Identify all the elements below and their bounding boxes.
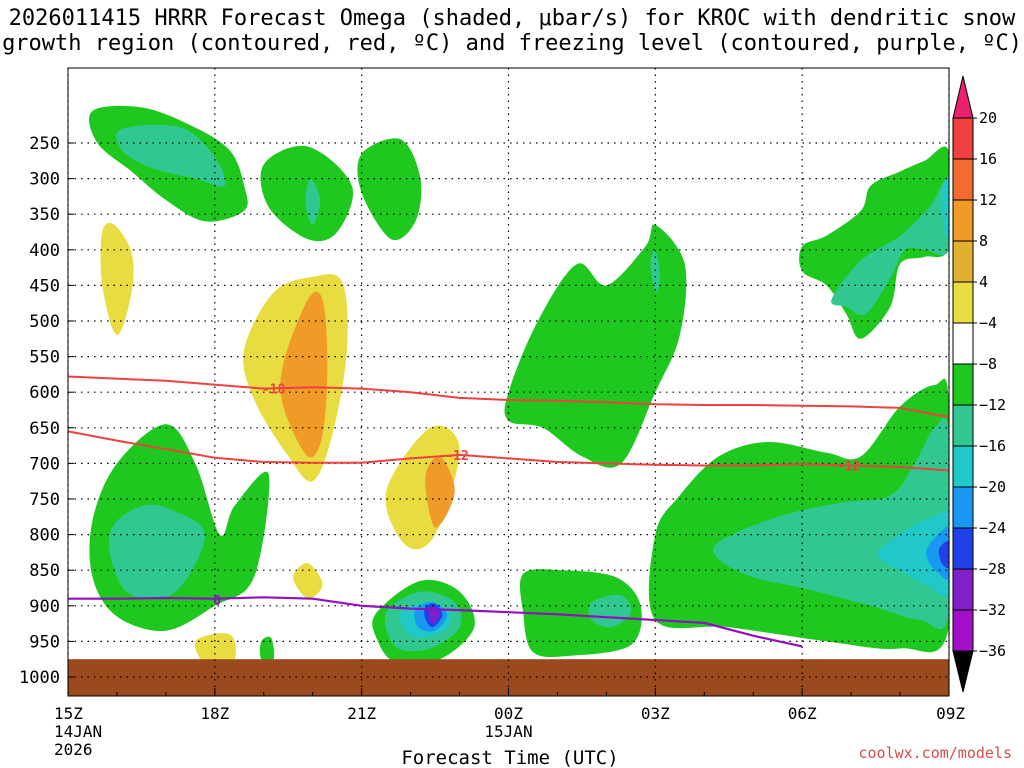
y-axis: 250 300 350 400 450 500 550 600 650 700 750 800 850 9…: [19, 134, 74, 688]
colorbar-band-9: [952, 486, 974, 529]
colorbar-label-2: 12: [979, 191, 997, 209]
x-axis-label: Forecast Time (UTC): [401, 747, 618, 768]
omega-region-31: [831, 177, 949, 316]
y-tick-label-700: 700: [29, 454, 60, 474]
colorbar-label-5: −4: [979, 314, 997, 332]
y-tick-label-750: 750: [29, 490, 60, 510]
colorbar-label-13: −36: [979, 642, 1006, 660]
omega-region-3: [305, 178, 321, 225]
colorbar-band-2: [952, 199, 974, 242]
colorbar-top-arrow: [952, 75, 974, 119]
y-tick-label-650: 650: [29, 419, 60, 439]
colorbar-label-10: −24: [979, 519, 1006, 537]
omega-region-12: [259, 636, 275, 662]
colorbar-label-7: −12: [979, 396, 1006, 414]
colorbar-label-4: 4: [979, 273, 988, 291]
x-tick-year-15Z: 2026: [54, 740, 93, 759]
omega-region-5: [100, 222, 134, 336]
omega-region-11: [293, 562, 323, 599]
red-contour-label-2: -12: [837, 460, 860, 475]
purple-contour-label-0: 0: [213, 594, 221, 609]
x-tick-label-03Z: 03Z: [641, 704, 670, 723]
colorbar-label-9: −20: [979, 478, 1006, 496]
omega-region-26: [713, 417, 949, 629]
omega-region-9: [108, 504, 206, 599]
y-tick-label-850: 850: [29, 561, 60, 581]
y-tick-label-800: 800: [29, 526, 60, 546]
y-tick-label-950: 950: [29, 632, 60, 652]
omega-region-21: [504, 224, 687, 468]
x-tick-label-00Z: 00Z: [494, 704, 523, 723]
omega-region-24: [588, 594, 632, 628]
colorbar-label-8: −16: [979, 437, 1006, 455]
omega-region-4: [357, 138, 422, 241]
colorbar: 20 16 12 8 4 −4 −8 −12 −16 −20 −24 −28 −32 −36: [952, 75, 1006, 693]
colorbar-band-11: [952, 568, 974, 611]
omega-region-28: [926, 526, 949, 581]
omega-region-22: [650, 249, 661, 293]
omega-region-14: [425, 455, 455, 528]
omega-region-7: [280, 291, 328, 458]
colorbar-band-4: [952, 281, 974, 324]
freezing-level-contour: [68, 596, 803, 648]
source-credit[interactable]: coolwx.com/models: [858, 744, 1012, 762]
y-tick-label-300: 300: [29, 170, 60, 190]
x-tick-label-09Z: 09Z: [936, 704, 965, 723]
y-tick-label-1000: 1000: [19, 668, 60, 688]
colorbar-label-11: −28: [979, 560, 1006, 578]
y-tick-label-400: 400: [29, 241, 60, 261]
contours: -18 -12 -12 0: [68, 375, 949, 648]
colorbar-band-8: [952, 445, 974, 488]
omega-region-20: [429, 607, 440, 624]
colorbar-band-10: [952, 527, 974, 570]
x-tick-date-00Z: 15JAN: [484, 722, 532, 741]
omega-region-1: [116, 124, 226, 187]
colorbar-band-7: [952, 404, 974, 447]
omega-region-23: [519, 569, 642, 657]
colorbar-band-1: [952, 158, 974, 201]
colorbar-band-0: [952, 117, 974, 160]
dendritic-contour-minus18: [68, 375, 949, 419]
x-tick-label-18Z: 18Z: [200, 704, 229, 723]
y-tick-label-450: 450: [29, 276, 60, 296]
colorbar-label-6: −8: [979, 355, 997, 373]
y-tick-label-500: 500: [29, 312, 60, 332]
colorbar-band-5: [952, 322, 974, 365]
chart-title-line-2: growth region (contoured, red, ºC) and f…: [2, 31, 1022, 56]
colorbar-label-12: −32: [979, 601, 1006, 619]
colorbar-bottom-arrow: [952, 650, 974, 693]
x-tick-label-21Z: 21Z: [347, 704, 376, 723]
colorbar-band-12: [952, 609, 974, 652]
y-tick-label-550: 550: [29, 348, 60, 368]
x-tick-date-15Z: 14JAN: [54, 722, 102, 741]
colorbar-label-0: 20: [979, 109, 997, 127]
colorbar-label-3: 8: [979, 232, 988, 250]
omega-region-32: [941, 176, 949, 239]
omega-region-29: [938, 541, 949, 568]
colorbar-band-3: [952, 240, 974, 283]
red-contour-label-1: -12: [445, 449, 468, 464]
omega-region-27: [877, 510, 949, 596]
y-tick-label-250: 250: [29, 134, 60, 154]
y-tick-label-900: 900: [29, 597, 60, 617]
chart-title-line-1: 2026011415 HRRR Forecast Omega (shaded, …: [8, 6, 1016, 31]
y-tick-label-600: 600: [29, 383, 60, 403]
x-tick-label-15Z: 15Z: [54, 704, 83, 723]
colorbar-label-1: 16: [979, 150, 997, 168]
y-tick-label-350: 350: [29, 205, 60, 225]
colorbar-band-6: [952, 363, 974, 406]
dendritic-contour-minus12: [68, 430, 949, 472]
x-tick-label-06Z: 06Z: [788, 704, 817, 723]
omega-shading: [89, 105, 949, 671]
red-contour-label-0: -18: [262, 383, 286, 398]
